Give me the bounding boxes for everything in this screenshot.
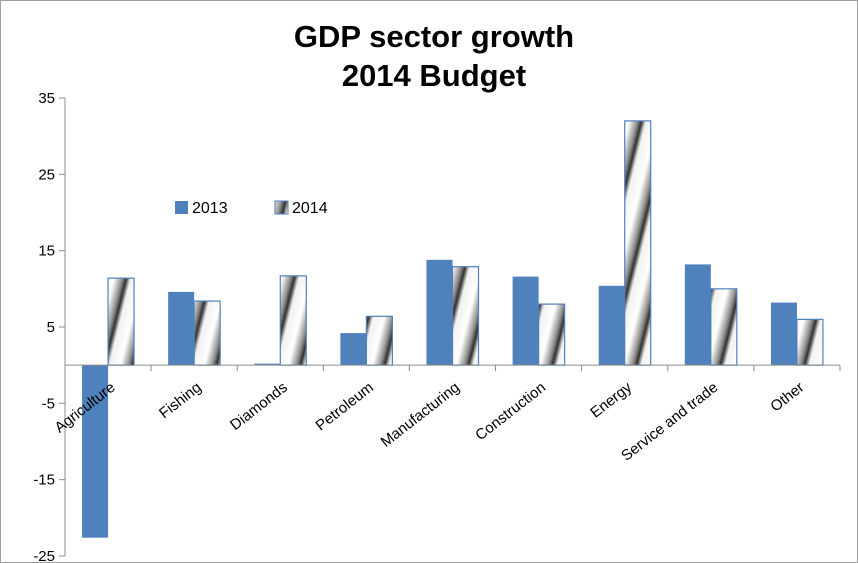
legend-label-2014: 2014 <box>292 200 328 217</box>
bar-2014-manufacturing <box>451 266 480 366</box>
bar-2013-agriculture <box>82 365 109 538</box>
bar-2014-construction <box>538 303 566 366</box>
bar-2013-construction <box>512 276 539 366</box>
category-label: Construction <box>472 379 549 444</box>
bar-2013-other <box>770 302 797 366</box>
legend-swatch-2014 <box>274 200 289 215</box>
bar-2014-fishing <box>193 300 221 366</box>
legend: 2013 2014 <box>175 200 328 217</box>
bar-2014-agriculture <box>107 277 135 366</box>
y-tick-label: 5 <box>47 319 55 336</box>
y-axis: -25 -15 -5 5 15 25 35 <box>33 90 66 563</box>
y-tick-label: -5 <box>42 395 55 412</box>
legend-swatch-2013 <box>175 201 188 214</box>
category-label: Petroleum <box>313 379 377 434</box>
bar-2013-fishing <box>168 291 195 366</box>
bar-2014-service-and-trade <box>710 288 738 366</box>
bar-2014-diamonds <box>279 275 307 366</box>
x-axis <box>64 364 841 372</box>
bar-2013-petroleum <box>340 333 367 366</box>
bar-2013-service-and-trade <box>684 264 711 366</box>
chart-title-line-2: 2014 Budget <box>342 58 526 93</box>
chart-title-line-1: GDP sector growth <box>294 19 574 54</box>
y-tick-label: -25 <box>33 548 55 563</box>
bar-2014-other <box>796 318 824 366</box>
category-label: Energy <box>587 379 635 422</box>
bar-2014-petroleum <box>365 315 393 366</box>
y-tick-label: -15 <box>33 472 55 489</box>
category-label: Diamonds <box>227 379 291 434</box>
bars <box>82 120 824 538</box>
bar-2013-energy <box>598 285 625 366</box>
bar-2013-diamonds <box>254 363 281 366</box>
y-tick-label: 25 <box>38 166 55 183</box>
y-tick-label: 35 <box>38 90 55 107</box>
category-labels: Agriculture Fishing Diamonds Petroleum Manuf… <box>52 379 808 465</box>
legend-label-2013: 2013 <box>192 200 228 217</box>
y-tick-label: 15 <box>38 243 55 260</box>
category-label: Manufacturing <box>378 379 463 451</box>
category-label: Other <box>767 379 807 415</box>
bar-2013-manufacturing <box>426 259 453 366</box>
bar-2014-energy <box>624 120 652 366</box>
category-label: Fishing <box>156 379 205 422</box>
